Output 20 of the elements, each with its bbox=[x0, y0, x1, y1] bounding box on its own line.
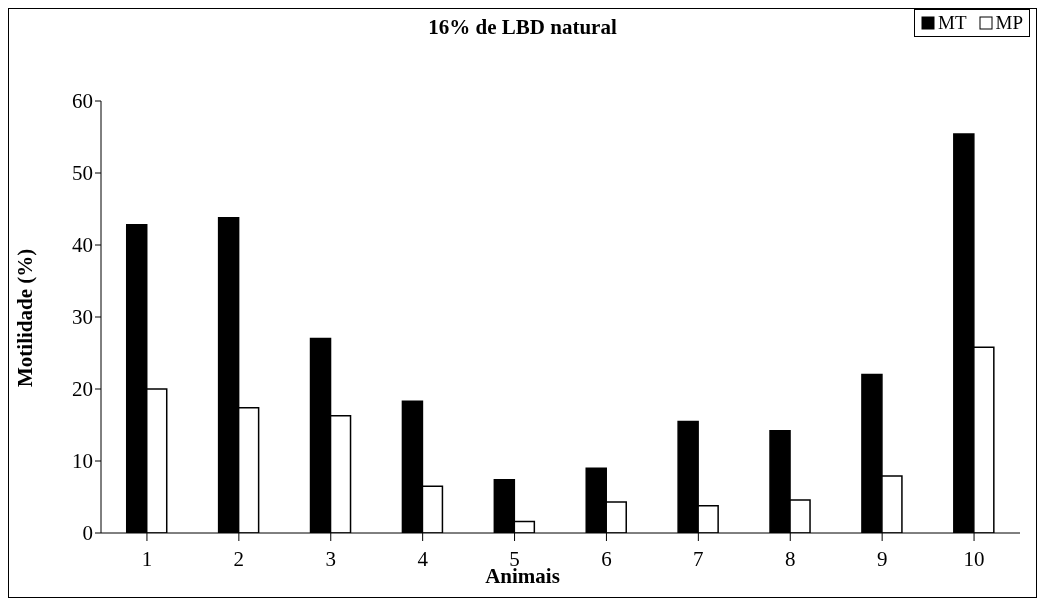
x-tick-label: 4 bbox=[417, 546, 429, 571]
y-tick-label: 40 bbox=[72, 233, 93, 258]
x-tick-label: 10 bbox=[963, 546, 985, 571]
y-tick-label: 20 bbox=[72, 377, 93, 402]
x-tick-label: 3 bbox=[325, 546, 336, 571]
x-tick-label: 2 bbox=[233, 546, 245, 571]
y-tick-label: 10 bbox=[72, 449, 93, 474]
y-tick-label: 50 bbox=[72, 161, 93, 186]
y-tick-label: 0 bbox=[82, 521, 93, 546]
chart-title: 16% de LBD natural bbox=[428, 15, 617, 39]
y-tick-label: 30 bbox=[72, 305, 93, 330]
x-tick-label: 7 bbox=[693, 546, 704, 571]
x-tick-label: 8 bbox=[785, 546, 796, 571]
legend-label: MT bbox=[938, 12, 967, 34]
y-tick-label: 60 bbox=[72, 89, 93, 114]
x-tick-label: 1 bbox=[141, 546, 153, 571]
y-axis-title: Motilidade (%) bbox=[13, 248, 38, 387]
x-tick-label: 6 bbox=[601, 546, 612, 571]
x-tick-label: 9 bbox=[876, 546, 888, 571]
legend-label: MP bbox=[995, 12, 1023, 34]
